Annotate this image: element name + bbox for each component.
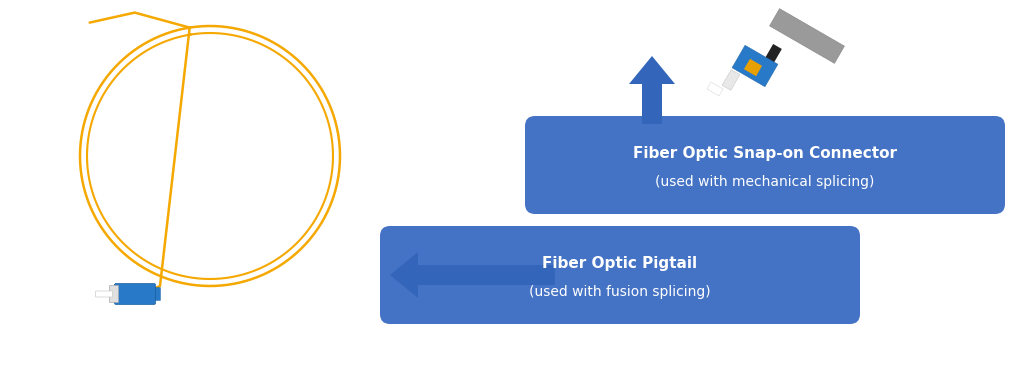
FancyBboxPatch shape	[110, 285, 119, 303]
FancyBboxPatch shape	[130, 288, 135, 300]
Polygon shape	[744, 59, 762, 76]
Polygon shape	[769, 8, 845, 63]
FancyBboxPatch shape	[525, 116, 1005, 214]
FancyArrow shape	[390, 252, 555, 298]
FancyBboxPatch shape	[145, 288, 151, 300]
Polygon shape	[707, 82, 723, 96]
FancyBboxPatch shape	[140, 288, 145, 300]
FancyBboxPatch shape	[95, 291, 113, 297]
Polygon shape	[762, 44, 782, 68]
Text: (used with mechanical splicing): (used with mechanical splicing)	[655, 175, 874, 189]
FancyBboxPatch shape	[135, 288, 140, 300]
FancyArrow shape	[629, 56, 675, 124]
Polygon shape	[732, 45, 778, 87]
Text: Fiber Optic Snap-on Connector: Fiber Optic Snap-on Connector	[633, 146, 897, 161]
Text: Fiber Optic Pigtail: Fiber Optic Pigtail	[543, 256, 697, 271]
Polygon shape	[722, 70, 739, 90]
FancyBboxPatch shape	[151, 288, 156, 300]
FancyBboxPatch shape	[156, 288, 161, 300]
FancyBboxPatch shape	[380, 226, 860, 324]
Text: (used with fusion splicing): (used with fusion splicing)	[529, 285, 711, 299]
FancyBboxPatch shape	[115, 284, 156, 305]
